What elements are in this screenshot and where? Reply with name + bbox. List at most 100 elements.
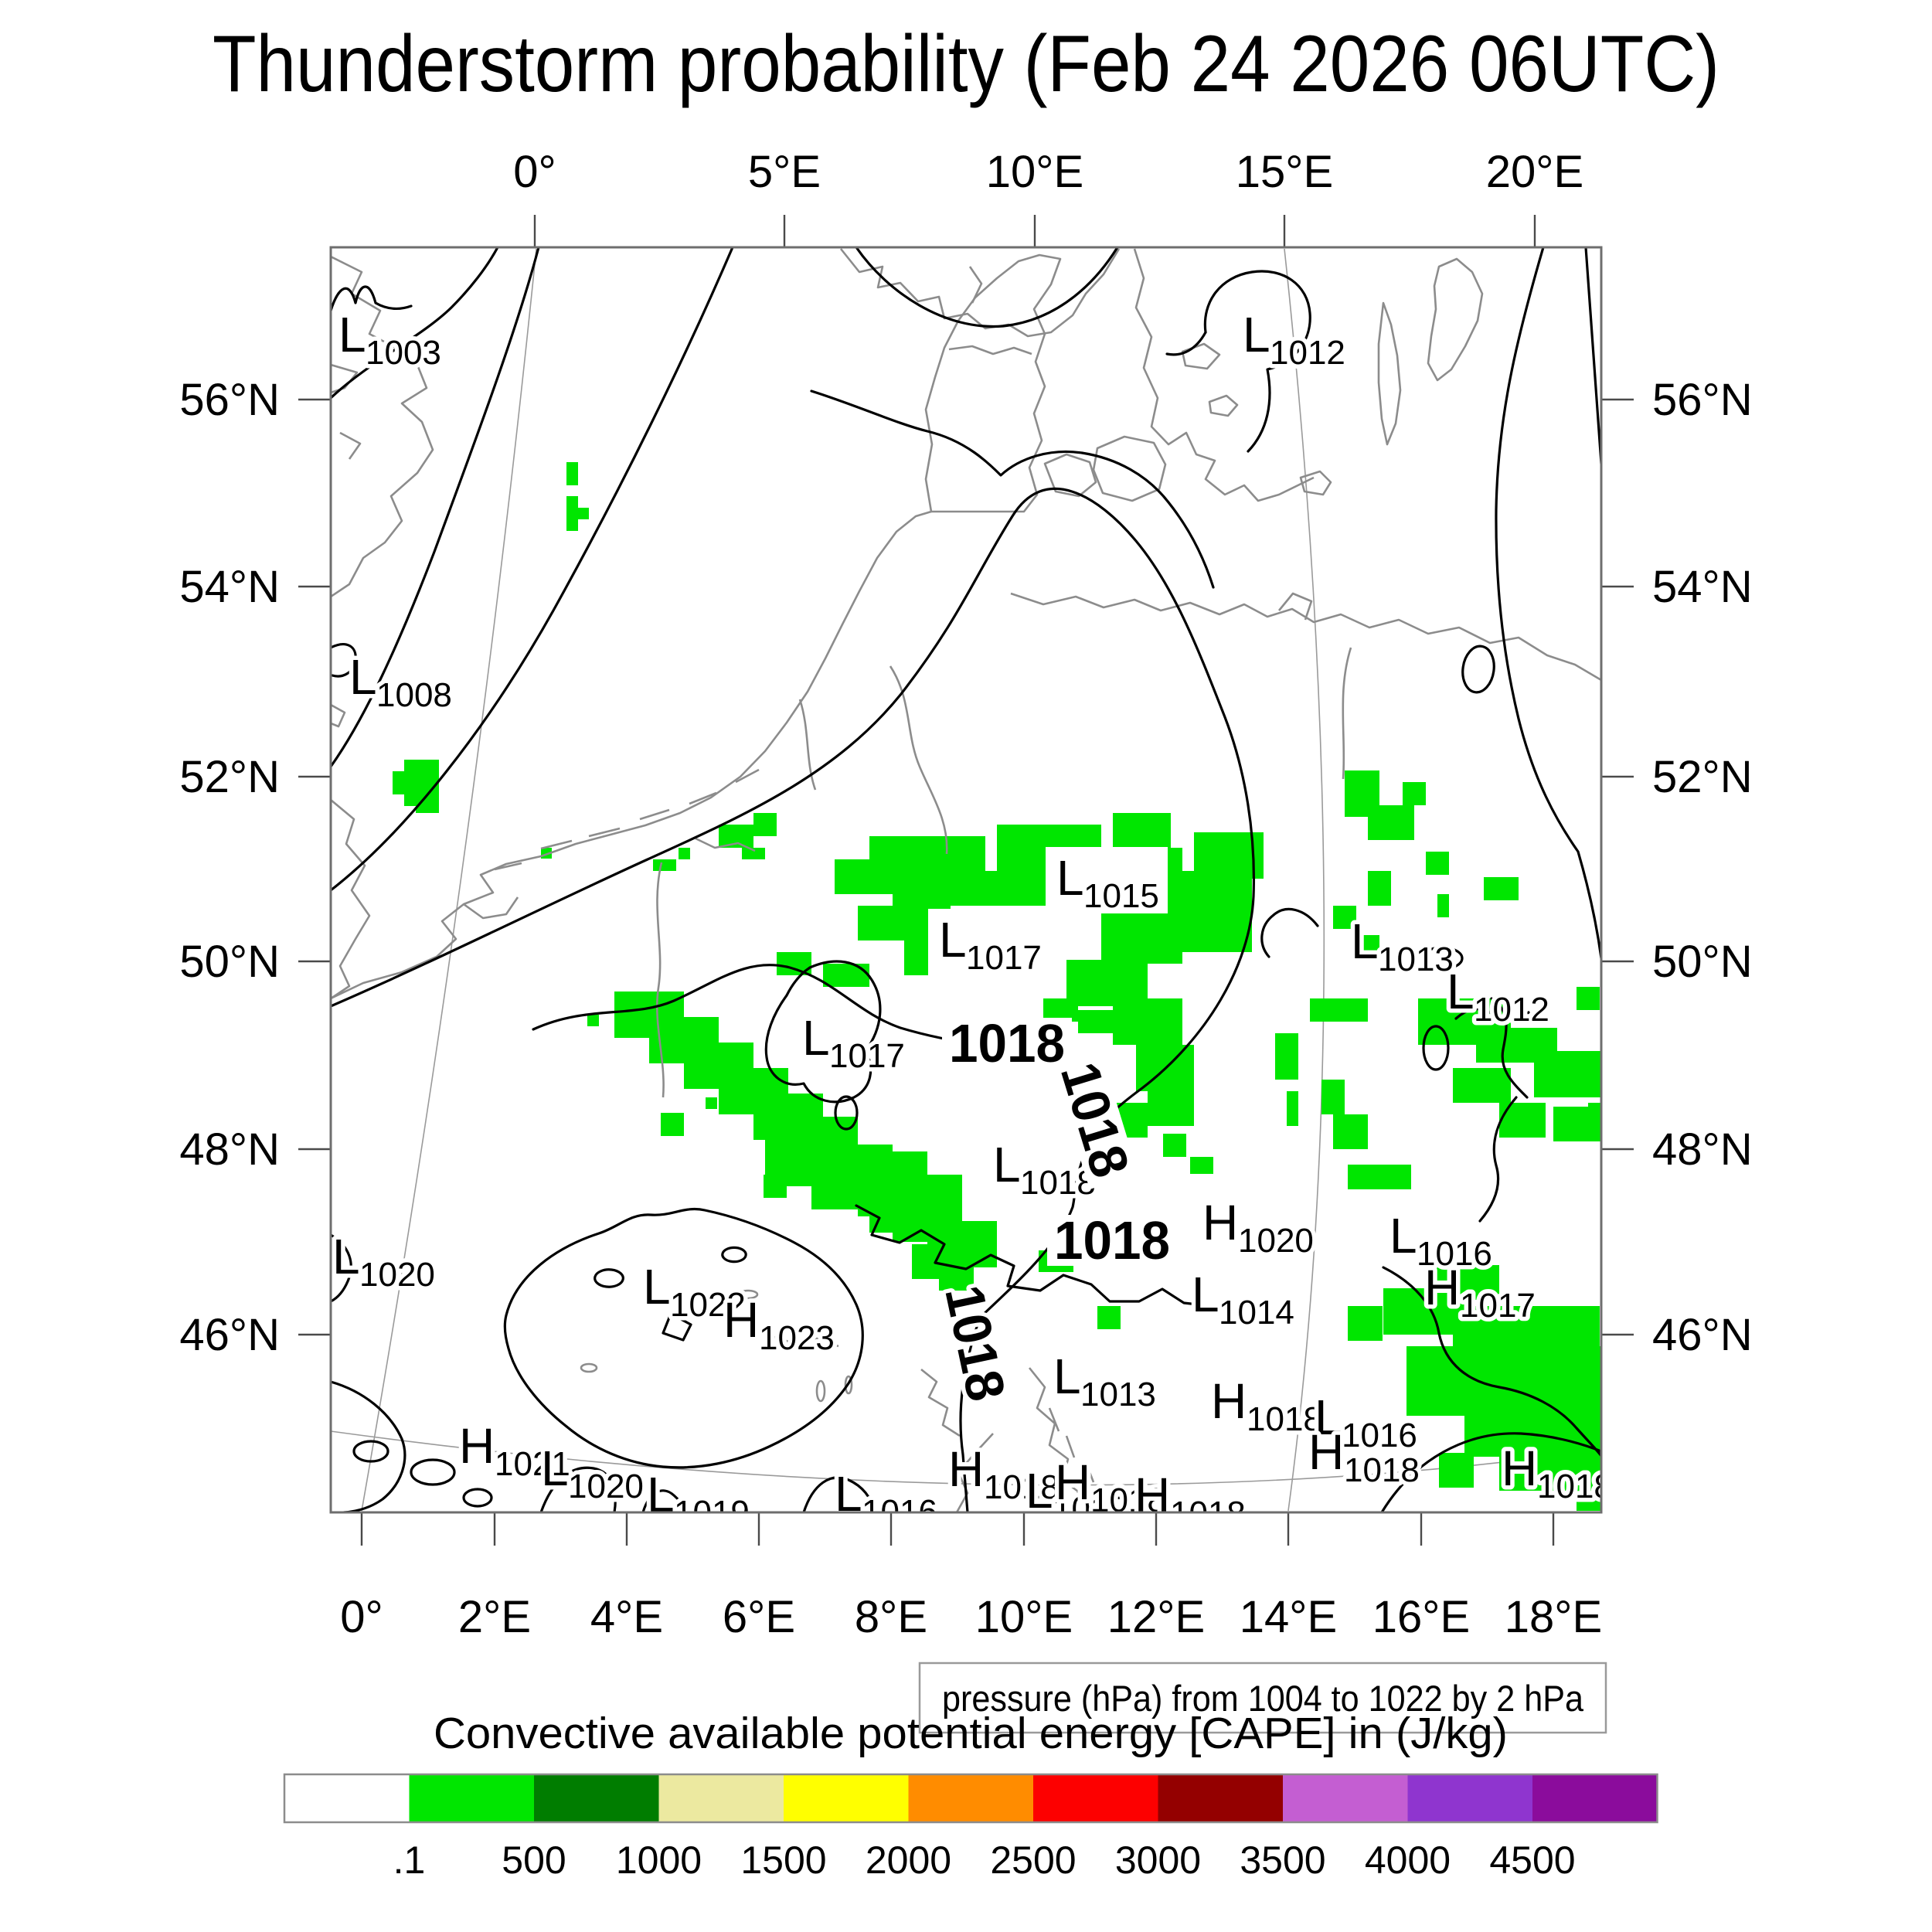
pressure-letter: H xyxy=(1134,1468,1170,1523)
cape-cell xyxy=(1356,935,1379,952)
colorbar-segment xyxy=(658,1774,784,1822)
pressure-center-l-1019: L1019 xyxy=(643,1463,754,1522)
pressure-letter: L xyxy=(647,1467,675,1522)
top-axis-label: 10°E xyxy=(986,147,1083,197)
pressure-letter: L xyxy=(802,1010,830,1066)
colorbar-segment xyxy=(1283,1774,1409,1822)
cape-cell xyxy=(753,813,777,836)
cape-cell xyxy=(653,859,676,871)
pressure-center-l-1014: L 1014 xyxy=(1188,1263,1299,1336)
map-frame xyxy=(329,246,1603,1514)
bottom-axis-label: 18°E xyxy=(1505,1592,1602,1642)
cape-cell xyxy=(1437,894,1449,917)
pressure-value: 1018 xyxy=(1090,1481,1166,1519)
pressure-caption-box xyxy=(918,1662,1607,1734)
cape-cell xyxy=(1484,877,1519,900)
top-axis-label: 0° xyxy=(513,147,556,197)
cape-cell xyxy=(1348,1165,1411,1189)
pressure-value: 1018 xyxy=(1537,1468,1613,1505)
pressure-center-l-1016: L 1016 xyxy=(831,1462,942,1513)
pressure-center-l-1008: L 1008 xyxy=(345,645,457,719)
colorbar-segment xyxy=(784,1774,910,1822)
cape-cell xyxy=(1101,906,1182,964)
pressure-letter: H xyxy=(459,1418,495,1474)
left-axis-label: 46°N xyxy=(179,1310,280,1360)
pressure-value: 1016 xyxy=(1417,1235,1492,1273)
pressure-value: 1017 xyxy=(966,939,1042,977)
cape-cell xyxy=(1113,813,1171,848)
right-axis-label: 56°N xyxy=(1652,375,1753,425)
pressure-letter: H xyxy=(1211,1373,1247,1429)
pressure-center-l-1015: L 1015 xyxy=(1046,846,1168,920)
left-axis-label: 48°N xyxy=(179,1124,280,1175)
cape-cell xyxy=(1553,1107,1601,1141)
isobar-contours xyxy=(331,247,1601,1512)
colorbar-tick-label: 4500 xyxy=(1489,1838,1575,1882)
bottom-axis-label: 4°E xyxy=(590,1592,663,1642)
top-axis-label: 20°E xyxy=(1486,147,1583,197)
bottom-axis-label: 10°E xyxy=(975,1592,1073,1642)
cape-cell xyxy=(823,964,869,987)
pressure-center-h-1021: H 1021 xyxy=(455,1414,575,1488)
pressure-value: 1020 xyxy=(1238,1222,1314,1260)
cape-cell xyxy=(706,1097,717,1109)
bottom-axis-label: 12°E xyxy=(1107,1592,1205,1642)
colorbar-tick-label: 3500 xyxy=(1240,1838,1325,1882)
cape-cell xyxy=(893,871,1066,906)
pressure-value: 1012 xyxy=(1474,991,1549,1029)
cape-cell xyxy=(679,848,690,859)
cape-cell xyxy=(566,462,578,485)
bottom-axis-label: 14°E xyxy=(1240,1592,1337,1642)
figure-title: Thunderstorm probability (Feb 24 2026 06… xyxy=(213,19,1719,109)
meridian-15E xyxy=(1284,248,1325,1512)
cape-cell xyxy=(869,1175,962,1233)
cape-cell xyxy=(1275,1033,1298,1080)
pressure-value: 1023 xyxy=(759,1319,835,1357)
colorbar-tick-label: 4000 xyxy=(1365,1838,1451,1882)
cape-cell xyxy=(1321,1080,1345,1114)
pressure-center-h-1017: H 1017 xyxy=(1420,1256,1540,1329)
cape-cell xyxy=(404,760,439,806)
cape-cell xyxy=(1368,805,1414,840)
cape-cell xyxy=(1590,1358,1601,1416)
cape-cell xyxy=(1345,998,1368,1022)
isobar-value-text: 1018 xyxy=(949,1013,1065,1073)
pressure-center-l-1017: L 1017 xyxy=(798,1006,910,1080)
pressure-letter: H xyxy=(1424,1260,1460,1315)
pressure-letter: H xyxy=(1055,1454,1090,1510)
cape-cell xyxy=(1403,782,1426,805)
pressure-value: 1022 xyxy=(670,1286,746,1324)
left-axis-label: 54°N xyxy=(179,562,280,612)
pressure-center-l-1012: L 1012 xyxy=(1443,960,1554,1033)
cape-cell xyxy=(764,1175,787,1198)
bottom-axis-label: 2°E xyxy=(458,1592,531,1642)
left-axis-label: 52°N xyxy=(179,752,280,802)
bottom-axis-label: 16°E xyxy=(1372,1592,1470,1642)
pressure-value: 1003 xyxy=(366,334,441,372)
cape-cell xyxy=(1190,1157,1213,1174)
pressure-center-l-1012: L 1012 xyxy=(1239,303,1350,376)
colorbar-segment xyxy=(409,1774,535,1822)
pressure-letter: L xyxy=(1056,850,1084,906)
pressure-value: 1008 xyxy=(376,676,452,714)
cape-cell xyxy=(1333,1114,1368,1149)
meridian-0E xyxy=(361,248,537,1512)
cape-cell xyxy=(393,771,404,794)
pressure-center-h-1020: H 1020 xyxy=(1199,1191,1318,1264)
pressure-center-l-1013: L 1013 xyxy=(1347,910,1458,983)
pressure-letter: L xyxy=(1053,1349,1081,1404)
pressure-value: 1017 xyxy=(1460,1287,1536,1325)
pressure-value: 1013 xyxy=(1080,1376,1156,1413)
bottom-axis-label: 0° xyxy=(340,1592,383,1642)
map-axes: 0° 5°E 10°E 15°E 20°E 0° 2°E 4°E 6°E 8°E 10°E 12°E 1… xyxy=(179,147,1752,1642)
pressure-value: 1018 xyxy=(1170,1495,1246,1532)
colorbar-tick-label: 1500 xyxy=(740,1838,826,1882)
colorbar-segment xyxy=(1158,1774,1284,1822)
cape-cell xyxy=(1406,1346,1601,1416)
pressure-letter: H xyxy=(1502,1440,1537,1496)
pressure-value: 1018 xyxy=(984,1468,1060,1506)
